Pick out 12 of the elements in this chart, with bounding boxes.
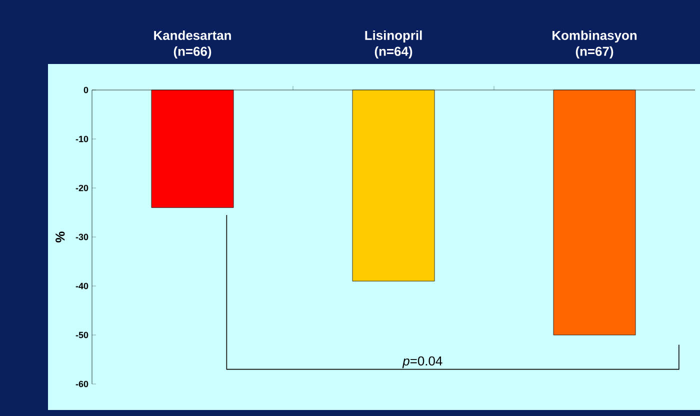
- y-tick-label: 0: [84, 86, 88, 94]
- y-tick-label: -10: [76, 136, 88, 142]
- annotation: p=0.04: [402, 356, 442, 368]
- y-axis-title: %: [56, 232, 65, 242]
- y-tick-label: -50: [76, 332, 88, 338]
- y-tick-label: -40: [76, 282, 88, 290]
- x-tick-label: Lisinopril (n=64): [365, 30, 422, 58]
- y-tick-label: -60: [76, 380, 88, 388]
- y-tick-label: -20: [76, 184, 88, 192]
- y-tick-label: -30: [76, 234, 88, 240]
- x-tick-label: Kandesartan (n=66): [154, 30, 231, 58]
- x-tick-label: Kombinasyon (n=67): [552, 30, 637, 58]
